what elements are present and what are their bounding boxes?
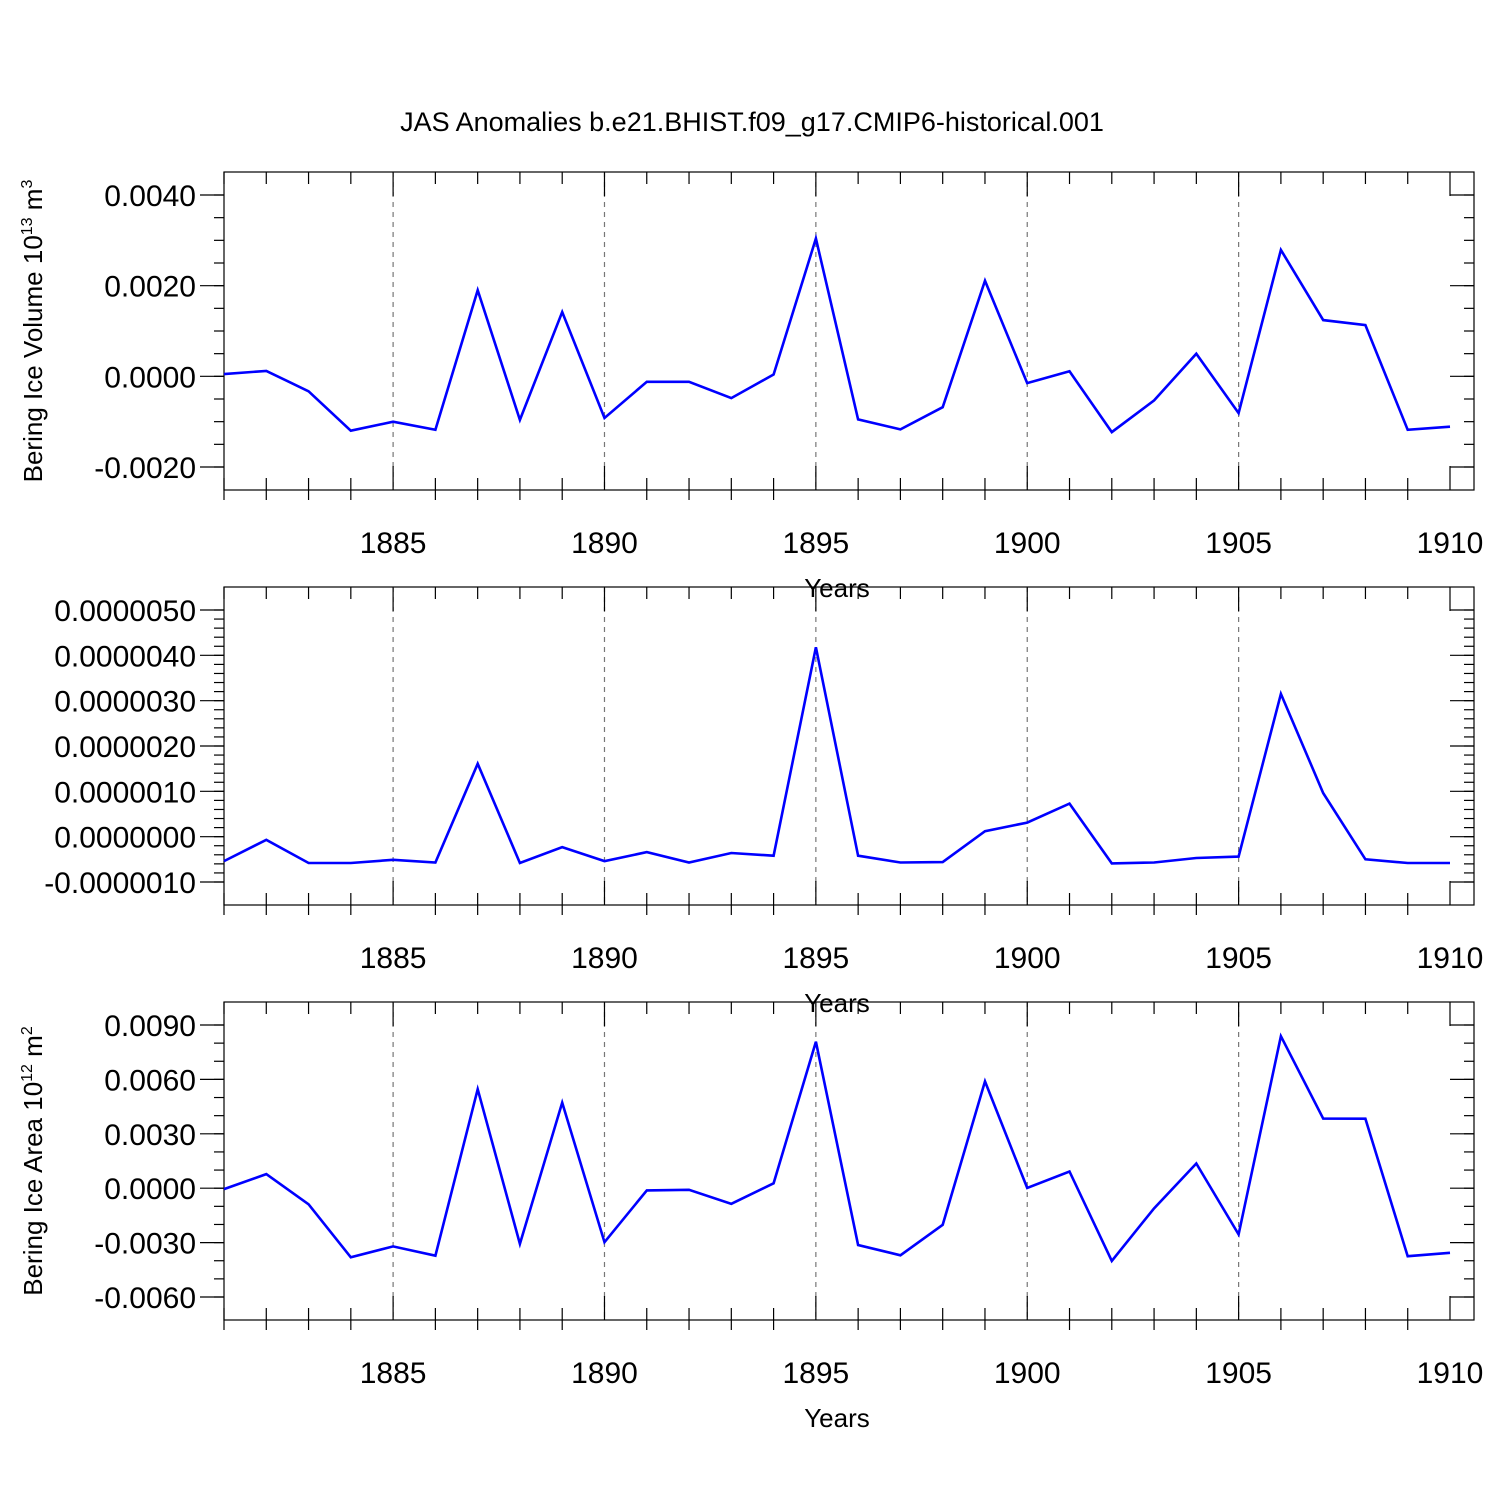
x-tick-label: 1910 <box>1417 942 1484 975</box>
panel-middle: -0.0000010 0.0000000 0.0000010 0.0000020 0.0… <box>44 586 1484 1018</box>
y-axis-label-exp1: 13 <box>19 217 36 235</box>
y-tick-label: 0.0000000 <box>54 822 196 855</box>
y-tick-label: 0.0090 <box>104 1010 196 1043</box>
y-axis-label-base: Bering Ice Area 10 <box>18 1082 48 1296</box>
x-tick-label: 1905 <box>1205 942 1272 975</box>
x-tick-label: 1890 <box>571 942 638 975</box>
y-axis-label: Bering Ice Volume 1013 m3 <box>18 180 48 483</box>
x-tick-label: 1900 <box>994 942 1061 975</box>
x-tick-label: 1905 <box>1205 527 1272 560</box>
y-axis-label-exp2: 2 <box>19 1026 36 1035</box>
plot-frame <box>223 586 1475 906</box>
x-tick-label: 1885 <box>360 527 427 560</box>
y-tick-label: -0.0030 <box>94 1228 196 1261</box>
x-tick-label: 1900 <box>994 527 1061 560</box>
series-line <box>223 646 1450 865</box>
y-tick-label: 0.0020 <box>104 271 196 304</box>
y-tick-label: 0.0000040 <box>54 640 196 673</box>
y-tick-label: 0.0030 <box>104 1119 196 1152</box>
x-tick-label: 1895 <box>782 527 849 560</box>
x-axis-label: Years <box>804 988 870 1018</box>
x-tick-label: 1890 <box>571 1357 638 1390</box>
plot-frame <box>223 171 1475 491</box>
y-axis-label-exp1: 12 <box>19 1064 36 1082</box>
y-tick-label: 0.0000 <box>104 361 196 394</box>
x-tick-label: 1905 <box>1205 1357 1272 1390</box>
y-tick-label: -0.0020 <box>94 452 196 485</box>
x-tick-label: 1890 <box>571 527 638 560</box>
series-line <box>223 233 1451 434</box>
x-tick-label: 1910 <box>1417 527 1484 560</box>
y-axis-label-exp2: 3 <box>19 180 36 189</box>
y-axis-label-unit: m <box>18 1035 48 1064</box>
y-tick-label: 0.0000050 <box>54 595 196 628</box>
y-tick-label: -0.0000010 <box>44 867 196 900</box>
plot-frame <box>223 1001 1475 1321</box>
x-tick-label: 1895 <box>782 942 849 975</box>
y-tick-label: -0.0060 <box>94 1282 196 1315</box>
y-tick-label: 0.0000020 <box>54 731 196 764</box>
x-tick-label: 1895 <box>782 1357 849 1390</box>
x-axis-label: Years <box>804 1403 870 1433</box>
x-axis-label: Years <box>804 573 870 603</box>
y-tick-label: 0.0000010 <box>54 776 196 809</box>
y-axis-label-unit: m <box>18 189 48 218</box>
y-tick-label: 0.0000 <box>104 1173 196 1206</box>
x-tick-label: 1885 <box>360 1357 427 1390</box>
y-axis-label: Bering Ice Area 1012 m2 <box>18 1026 48 1296</box>
x-tick-label: 1900 <box>994 1357 1061 1390</box>
figure-title: JAS Anomalies b.e21.BHIST.f09_g17.CMIP6-… <box>400 107 1104 137</box>
panel-ice-area: -0.0060 -0.0030 0.0000 0.0030 0.0060 0.0090 18… <box>18 1001 1484 1433</box>
x-tick-label: 1910 <box>1417 1357 1484 1390</box>
series-line <box>223 1032 1451 1264</box>
panel-ice-volume: -0.0020 0.0000 0.0020 0.0040 1885 1890 1895 190… <box>18 171 1484 603</box>
y-tick-label: 0.0000030 <box>54 686 196 719</box>
x-tick-label: 1885 <box>360 942 427 975</box>
y-tick-label: 0.0060 <box>104 1064 196 1097</box>
y-axis-label-base: Bering Ice Volume 10 <box>18 235 48 482</box>
y-tick-label: 0.0040 <box>104 180 196 213</box>
